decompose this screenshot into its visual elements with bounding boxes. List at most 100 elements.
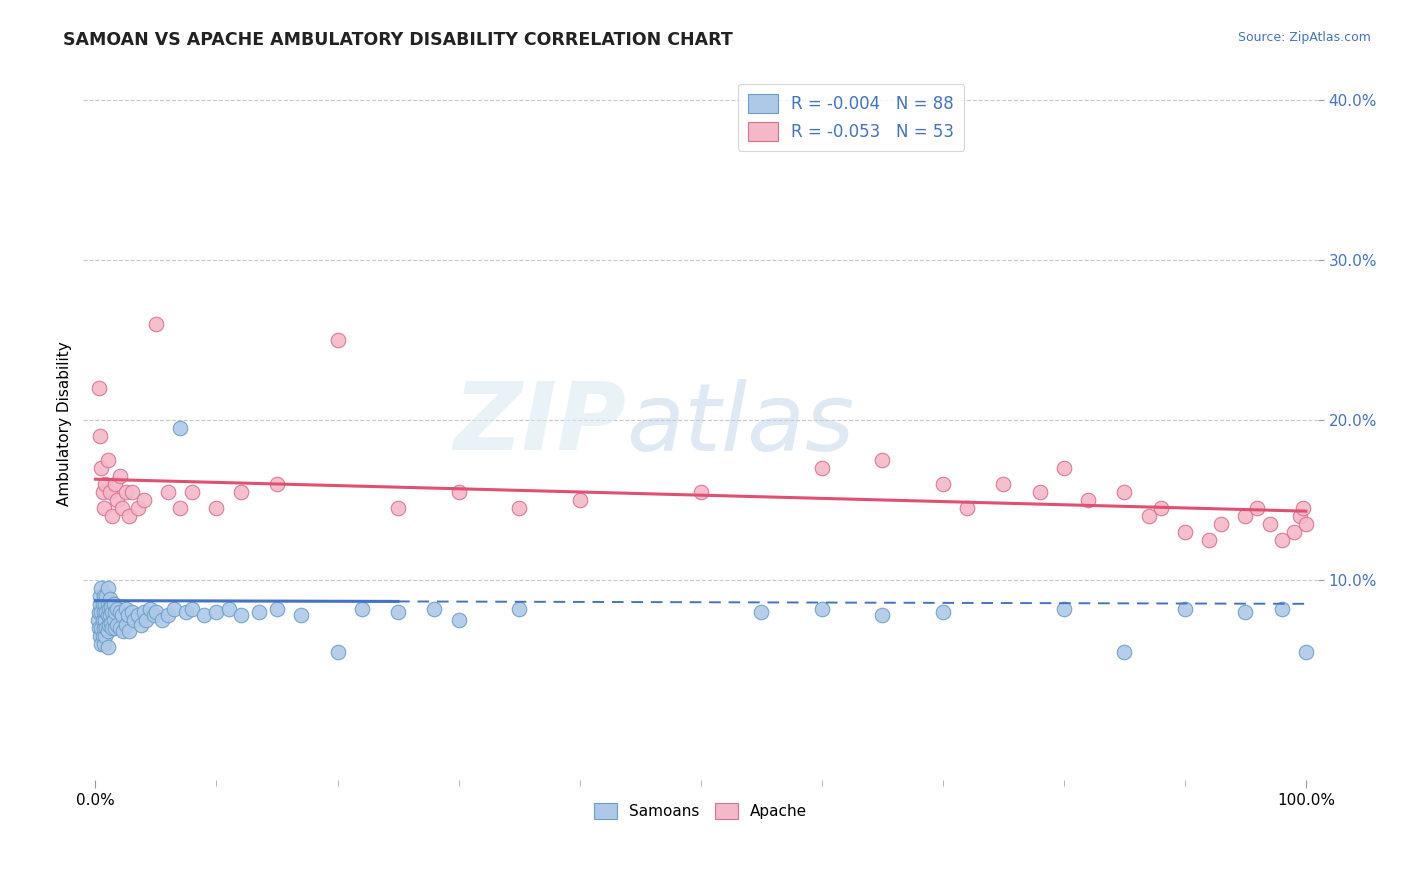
Point: [117, 607, 139, 622]
Point: [193, 607, 215, 622]
Point: [174, 605, 197, 619]
Point: [90, 461, 112, 475]
Point: [810, 461, 832, 475]
Point: [1053, 601, 1076, 615]
Point: [163, 601, 186, 615]
Point: [181, 485, 204, 500]
Point: [145, 317, 167, 331]
Point: [229, 485, 252, 500]
Point: [96, 597, 118, 611]
Point: [90, 581, 112, 595]
Point: [169, 421, 191, 435]
Point: [89, 629, 111, 643]
Point: [87, 613, 110, 627]
Point: [205, 605, 228, 619]
Point: [91, 629, 114, 643]
Point: [508, 601, 530, 615]
Point: [94, 597, 117, 611]
Point: [97, 617, 120, 632]
Point: [105, 492, 128, 507]
Point: [169, 500, 191, 515]
Point: [956, 500, 979, 515]
Point: [326, 645, 349, 659]
Point: [96, 589, 118, 603]
Point: [94, 477, 117, 491]
Point: [508, 500, 530, 515]
Point: [1174, 524, 1197, 539]
Point: [1234, 605, 1257, 619]
Point: [103, 597, 125, 611]
Point: [1271, 601, 1294, 615]
Point: [121, 605, 143, 619]
Point: [1150, 500, 1173, 515]
Point: [111, 607, 134, 622]
Text: atlas: atlas: [627, 378, 855, 469]
Point: [749, 605, 772, 619]
Point: [96, 621, 118, 635]
Point: [108, 469, 131, 483]
Point: [568, 492, 591, 507]
Point: [1246, 500, 1268, 515]
Point: [114, 485, 136, 500]
Point: [229, 607, 252, 622]
Point: [89, 589, 111, 603]
Point: [157, 485, 180, 500]
Point: [247, 605, 270, 619]
Point: [91, 597, 114, 611]
Legend: Samoans, Apache: Samoans, Apache: [588, 797, 813, 825]
Point: [326, 333, 349, 347]
Point: [118, 508, 141, 523]
Point: [93, 621, 115, 635]
Point: [1174, 601, 1197, 615]
Point: [93, 637, 115, 651]
Point: [104, 621, 127, 635]
Point: [101, 508, 124, 523]
Point: [114, 617, 136, 632]
Point: [96, 605, 118, 619]
Point: [932, 605, 955, 619]
Point: [689, 485, 711, 500]
Point: [96, 640, 118, 654]
Point: [1053, 461, 1076, 475]
Point: [1258, 516, 1281, 531]
Point: [870, 453, 893, 467]
Point: [93, 605, 115, 619]
Point: [104, 477, 127, 491]
Point: [108, 605, 131, 619]
Point: [139, 601, 162, 615]
Point: [387, 605, 409, 619]
Point: [205, 500, 228, 515]
Point: [1077, 492, 1099, 507]
Text: ZIP: ZIP: [454, 378, 627, 470]
Point: [1292, 500, 1315, 515]
Point: [122, 613, 145, 627]
Point: [127, 607, 149, 622]
Point: [101, 605, 124, 619]
Point: [218, 601, 240, 615]
Point: [266, 477, 288, 491]
Point: [131, 617, 153, 632]
Point: [181, 601, 204, 615]
Point: [87, 605, 110, 619]
Point: [96, 624, 118, 638]
Point: [932, 477, 955, 491]
Point: [94, 629, 117, 643]
Point: [93, 589, 115, 603]
Point: [100, 600, 122, 615]
Point: [100, 615, 122, 630]
Point: [103, 613, 125, 627]
Point: [112, 624, 135, 638]
Point: [96, 581, 118, 595]
Point: [1028, 485, 1050, 500]
Point: [114, 601, 136, 615]
Point: [132, 492, 155, 507]
Point: [1295, 645, 1317, 659]
Point: [1198, 533, 1220, 547]
Point: [108, 621, 131, 635]
Point: [98, 607, 121, 622]
Point: [89, 597, 111, 611]
Point: [91, 485, 114, 500]
Point: [350, 601, 373, 615]
Point: [1295, 516, 1317, 531]
Point: [142, 607, 165, 622]
